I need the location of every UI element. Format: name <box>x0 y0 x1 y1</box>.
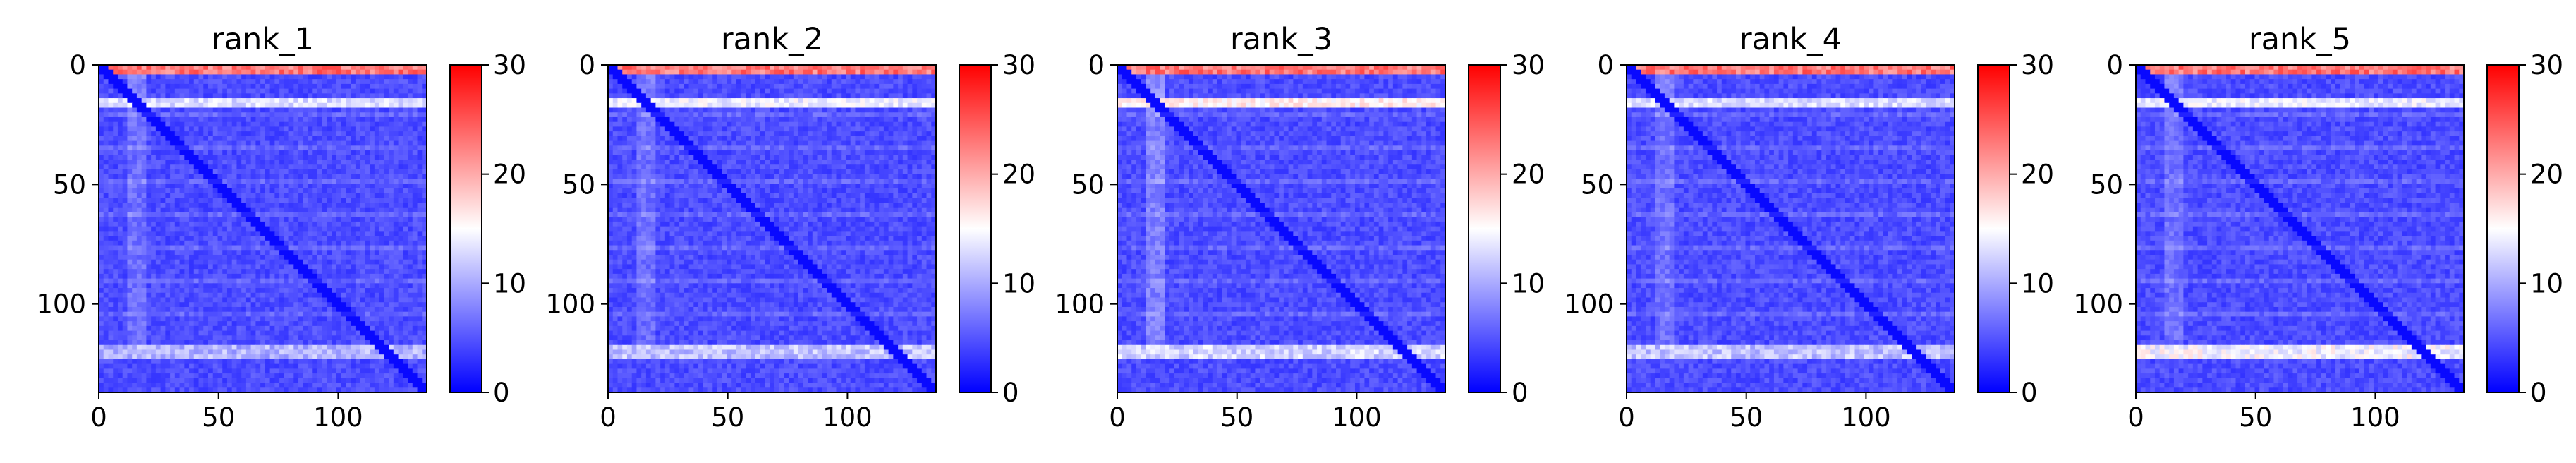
y-tick-label: 50 <box>2090 169 2123 200</box>
y-axis: 0 50 100 <box>545 50 608 320</box>
x-tick-label: 0 <box>600 402 616 433</box>
colorbar-tick-label: 10 <box>2021 268 2054 299</box>
chart-title: rank_5 <box>2249 22 2351 57</box>
colorbar-tick-label: 10 <box>1512 268 1545 299</box>
colorbar: 0 10 20 30 <box>449 50 526 408</box>
colorbar-tick-label: 10 <box>2530 268 2563 299</box>
x-axis: 0 50 100 <box>1618 392 1891 433</box>
plot-frame <box>1626 64 1955 393</box>
chart-title: rank_4 <box>1739 22 1842 57</box>
y-axis: 0 50 100 <box>36 50 99 320</box>
colorbar-tick-label: 30 <box>2530 50 2563 80</box>
colorbar: 0 10 20 30 <box>2486 50 2563 408</box>
y-tick-label: 50 <box>1581 169 1614 200</box>
x-tick-label: 100 <box>2350 402 2400 433</box>
y-tick-label: 100 <box>1055 289 1105 320</box>
colorbar-tick-label: 0 <box>1512 378 1529 408</box>
x-axis: 0 50 100 <box>1109 392 1382 433</box>
colorbar-tick-label: 30 <box>2021 50 2054 80</box>
heatmap <box>1117 65 1446 393</box>
panel-3: rank_3 0 50 100 0 50 100 0 10 20 30 <box>1055 22 1545 433</box>
colorbar-gradient <box>959 64 992 393</box>
panel-4: rank_4 0 50 100 0 50 100 0 10 20 30 <box>1564 22 2054 433</box>
x-tick-label: 100 <box>822 402 873 433</box>
colorbar-gradient <box>1468 64 1501 393</box>
y-tick-label: 0 <box>69 50 86 80</box>
x-tick-label: 50 <box>202 402 235 433</box>
x-tick-label: 0 <box>1109 402 1126 433</box>
colorbar-tick-label: 20 <box>1512 160 1545 190</box>
y-tick-label: 0 <box>2106 50 2123 80</box>
heatmap <box>1627 65 1955 393</box>
y-tick-label: 100 <box>2073 289 2123 320</box>
colorbar-tick-label: 0 <box>2530 378 2547 408</box>
y-tick-label: 0 <box>1088 50 1105 80</box>
x-axis: 0 50 100 <box>600 392 873 433</box>
colorbar-tick-label: 0 <box>2021 378 2038 408</box>
colorbar: 0 10 20 30 <box>1977 50 2054 408</box>
plot-frame <box>607 64 937 393</box>
x-tick-label: 50 <box>1730 402 1763 433</box>
y-tick-label: 50 <box>53 169 86 200</box>
plot-frame <box>2135 64 2465 393</box>
x-tick-label: 0 <box>90 402 107 433</box>
x-axis: 0 50 100 <box>90 392 363 433</box>
x-axis: 0 50 100 <box>2127 392 2400 433</box>
x-tick-label: 50 <box>2239 402 2272 433</box>
x-tick-label: 50 <box>711 402 744 433</box>
y-tick-label: 50 <box>1071 169 1105 200</box>
x-tick-label: 100 <box>313 402 363 433</box>
y-axis: 0 50 100 <box>1055 50 1117 320</box>
x-tick-label: 100 <box>1332 402 1382 433</box>
y-tick-label: 50 <box>562 169 595 200</box>
y-tick-label: 100 <box>1564 289 1614 320</box>
colorbar-tick-label: 30 <box>1512 50 1545 80</box>
colorbar: 0 10 20 30 <box>1468 50 1545 408</box>
panel-5: rank_5 0 50 100 0 50 100 0 10 20 30 <box>2073 22 2563 433</box>
colorbar-tick-label: 0 <box>1002 378 1019 408</box>
colorbar-tick-label: 10 <box>493 268 526 299</box>
colorbar-tick-label: 20 <box>2530 160 2563 190</box>
panel-1: rank_1 0 50 100 0 50 100 0 10 20 30 <box>36 22 526 433</box>
x-tick-label: 100 <box>1841 402 1891 433</box>
x-tick-label: 0 <box>2127 402 2144 433</box>
y-tick-label: 100 <box>545 289 595 320</box>
colorbar-tick-label: 20 <box>2021 160 2054 190</box>
panel-2: rank_2 0 50 100 0 50 100 0 10 20 30 <box>545 22 1035 433</box>
y-tick-label: 0 <box>1597 50 1614 80</box>
x-tick-label: 50 <box>1220 402 1253 433</box>
colorbar-gradient <box>1977 64 2010 393</box>
colorbar-gradient <box>2486 64 2520 393</box>
colorbar-tick-label: 30 <box>1002 50 1035 80</box>
y-axis: 0 50 100 <box>2073 50 2136 320</box>
chart-title: rank_1 <box>212 22 314 57</box>
y-tick-label: 0 <box>578 50 595 80</box>
colorbar-gradient <box>449 64 482 393</box>
heatmap <box>608 65 937 393</box>
colorbar-tick-label: 30 <box>493 50 526 80</box>
y-axis: 0 50 100 <box>1564 50 1627 320</box>
y-tick-label: 100 <box>36 289 86 320</box>
heatmap <box>2136 65 2465 393</box>
plot-frame <box>98 64 427 393</box>
x-tick-label: 0 <box>1618 402 1635 433</box>
chart-title: rank_3 <box>1230 22 1332 57</box>
colorbar-tick-label: 20 <box>493 160 526 190</box>
colorbar: 0 10 20 30 <box>959 50 1035 408</box>
chart-title: rank_2 <box>721 22 823 57</box>
colorbar-tick-label: 10 <box>1002 268 1035 299</box>
colorbar-tick-label: 0 <box>493 378 510 408</box>
plot-frame <box>1117 64 1446 393</box>
colorbar-tick-label: 20 <box>1002 160 1035 190</box>
heatmap <box>99 65 427 393</box>
